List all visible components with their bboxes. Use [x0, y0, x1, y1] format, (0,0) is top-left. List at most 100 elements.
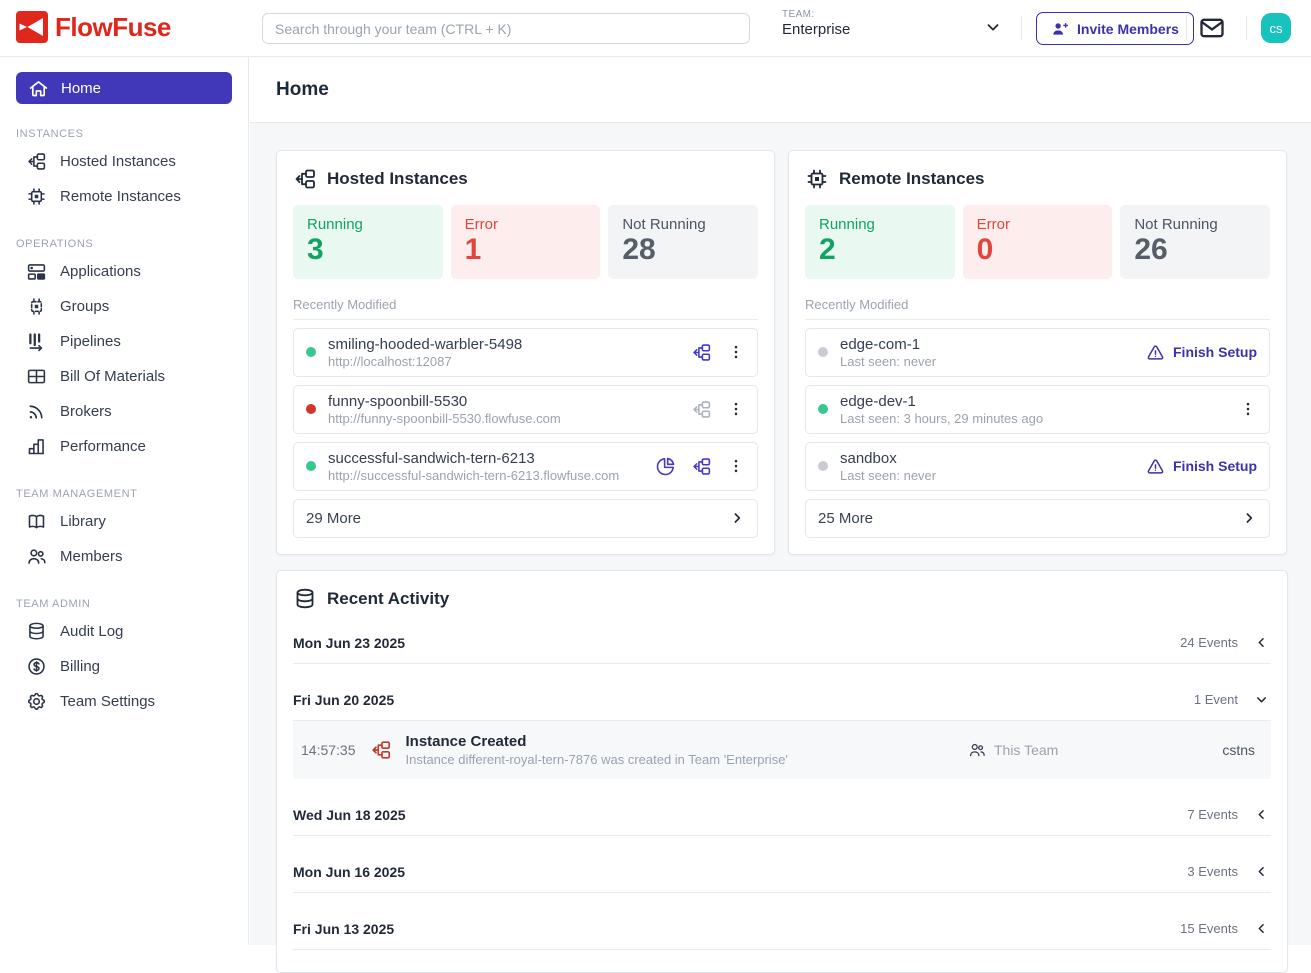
chevron-left-icon — [1254, 864, 1269, 879]
sidebar-item-members[interactable]: Members — [0, 539, 248, 574]
sidebar-item-label: Applications — [60, 263, 141, 280]
recent-activity-card: Recent Activity Mon Jun 23 2025 24 Event… — [276, 570, 1288, 973]
activity-event-row[interactable]: 14:57:35 Instance Created Instance diffe… — [293, 721, 1271, 779]
instance-row[interactable]: funny-spoonbill-5530 http://funny-spoonb… — [293, 385, 758, 434]
status-dot-error — [306, 404, 316, 414]
open-editor-icon[interactable] — [691, 456, 712, 477]
sidebar-item-hosted-instances[interactable]: Hosted Instances — [0, 144, 248, 179]
logo-text: FlowFuse — [55, 12, 171, 43]
sidebar-item-label: Members — [60, 548, 123, 565]
open-editor-icon-disabled — [691, 399, 712, 420]
sidebar-item-library[interactable]: Library — [0, 504, 248, 539]
instance-row[interactable]: edge-com-1 Last seen: never Finish Setup — [805, 328, 1270, 377]
instance-row[interactable]: sandbox Last seen: never Finish Setup — [805, 442, 1270, 491]
instance-row[interactable]: successful-sandwich-tern-6213 http://suc… — [293, 442, 758, 491]
stat-label: Error — [465, 216, 587, 233]
team-icon — [968, 741, 986, 759]
sidebar-item-home[interactable]: Home — [16, 72, 232, 104]
sidebar-item-remote-instances[interactable]: Remote Instances — [0, 179, 248, 214]
sidebar-item-bill-of-materials[interactable]: Bill Of Materials — [0, 359, 248, 394]
more-label: 29 More — [306, 510, 361, 527]
stat-not-running[interactable]: Not Running 26 — [1120, 205, 1270, 279]
kebab-menu-icon[interactable] — [727, 457, 745, 475]
stat-label: Running — [819, 216, 941, 233]
kebab-menu-icon[interactable] — [727, 343, 745, 361]
events-count: 3 Events — [1187, 864, 1238, 879]
activity-date-row-expanded[interactable]: Fri Jun 20 2025 1 Event — [293, 680, 1271, 721]
chevron-right-icon — [1241, 510, 1257, 526]
hosted-instances-icon — [293, 167, 317, 191]
stat-running[interactable]: Running 3 — [293, 205, 443, 279]
open-dashboard-icon[interactable] — [655, 456, 676, 477]
user-plus-icon — [1051, 20, 1069, 38]
hosted-more-link[interactable]: 29 More — [293, 499, 758, 538]
instance-name: smiling-hooded-warbler-5498 — [328, 336, 679, 353]
event-scope: This Team — [994, 742, 1058, 758]
stat-value: 28 — [622, 233, 744, 268]
event-title: Instance Created — [406, 733, 954, 750]
instance-last-seen: Last seen: 3 hours, 29 minutes ago — [840, 411, 1227, 426]
card-title: Recent Activity — [327, 589, 449, 609]
instance-row[interactable]: smiling-hooded-warbler-5498 http://local… — [293, 328, 758, 377]
kebab-menu-icon[interactable] — [1239, 400, 1257, 418]
sidebar-item-brokers[interactable]: Brokers — [0, 394, 248, 429]
chevron-down-icon — [1254, 692, 1269, 707]
invite-members-button[interactable]: Invite Members — [1036, 12, 1194, 45]
recently-modified-label: Recently Modified — [805, 297, 1270, 320]
sidebar-item-applications[interactable]: Applications — [0, 254, 248, 289]
sidebar-item-billing[interactable]: Billing — [0, 649, 248, 684]
search-input[interactable] — [262, 13, 750, 44]
applications-icon — [26, 261, 47, 282]
page-title: Home — [276, 79, 329, 101]
team-selector[interactable]: TEAM: Enterprise — [782, 9, 850, 38]
stat-error[interactable]: Error 0 — [963, 205, 1113, 279]
chevron-left-icon — [1254, 635, 1269, 650]
user-avatar[interactable]: cs — [1261, 13, 1291, 43]
event-user: cstns — [1222, 742, 1255, 758]
invite-members-label: Invite Members — [1077, 21, 1179, 37]
stat-label: Not Running — [1134, 216, 1256, 233]
sidebar-item-label: Brokers — [60, 403, 112, 420]
activity-date: Fri Jun 13 2025 — [293, 921, 394, 937]
sidebar-item-audit-log[interactable]: Audit Log — [0, 614, 248, 649]
sidebar-item-pipelines[interactable]: Pipelines — [0, 324, 248, 359]
instance-name: funny-spoonbill-5530 — [328, 393, 679, 410]
chevron-down-icon[interactable] — [984, 18, 1002, 36]
instance-row[interactable]: edge-dev-1 Last seen: 3 hours, 29 minute… — [805, 385, 1270, 434]
team-name: Enterprise — [782, 21, 850, 38]
activity-date-row[interactable]: Mon Jun 23 2025 24 Events — [293, 623, 1271, 664]
section-title-operations: OPERATIONS — [16, 238, 232, 250]
flowfuse-logo[interactable]: FlowFuse — [16, 11, 171, 43]
recently-modified-label: Recently Modified — [293, 297, 758, 320]
stat-running[interactable]: Running 2 — [805, 205, 955, 279]
instance-url: http://funny-spoonbill-5530.flowfuse.com — [328, 411, 679, 426]
finish-setup-label: Finish Setup — [1173, 458, 1257, 474]
header-divider — [1186, 16, 1187, 40]
activity-date-row[interactable]: Wed Jun 18 2025 7 Events — [293, 795, 1271, 836]
activity-date: Mon Jun 16 2025 — [293, 864, 405, 880]
open-editor-icon[interactable] — [691, 342, 712, 363]
finish-setup-link[interactable]: Finish Setup — [1146, 343, 1257, 362]
instance-url: http://successful-sandwich-tern-6213.flo… — [328, 468, 643, 483]
instance-last-seen: Last seen: never — [840, 354, 1134, 369]
activity-date-row[interactable]: Fri Jun 13 2025 15 Events — [293, 909, 1271, 950]
page-header: Home — [250, 57, 1311, 123]
sidebar-item-groups[interactable]: Groups — [0, 289, 248, 324]
instance-url: http://localhost:12087 — [328, 354, 679, 369]
sidebar-item-performance[interactable]: Performance — [0, 429, 248, 464]
mail-icon[interactable] — [1198, 14, 1226, 42]
header-divider — [1246, 16, 1247, 40]
stat-not-running[interactable]: Not Running 28 — [608, 205, 758, 279]
stat-error[interactable]: Error 1 — [451, 205, 601, 279]
section-title-team-admin: TEAM ADMIN — [16, 598, 232, 610]
status-dot-never — [818, 347, 828, 357]
hosted-instances-icon — [26, 151, 47, 172]
status-dot-never — [818, 461, 828, 471]
finish-setup-link[interactable]: Finish Setup — [1146, 457, 1257, 476]
sidebar-item-team-settings[interactable]: Team Settings — [0, 684, 248, 719]
remote-more-link[interactable]: 25 More — [805, 499, 1270, 538]
stat-label: Running — [307, 216, 429, 233]
activity-date-row[interactable]: Mon Jun 16 2025 3 Events — [293, 852, 1271, 893]
sidebar-item-label: Audit Log — [60, 623, 123, 640]
kebab-menu-icon[interactable] — [727, 400, 745, 418]
